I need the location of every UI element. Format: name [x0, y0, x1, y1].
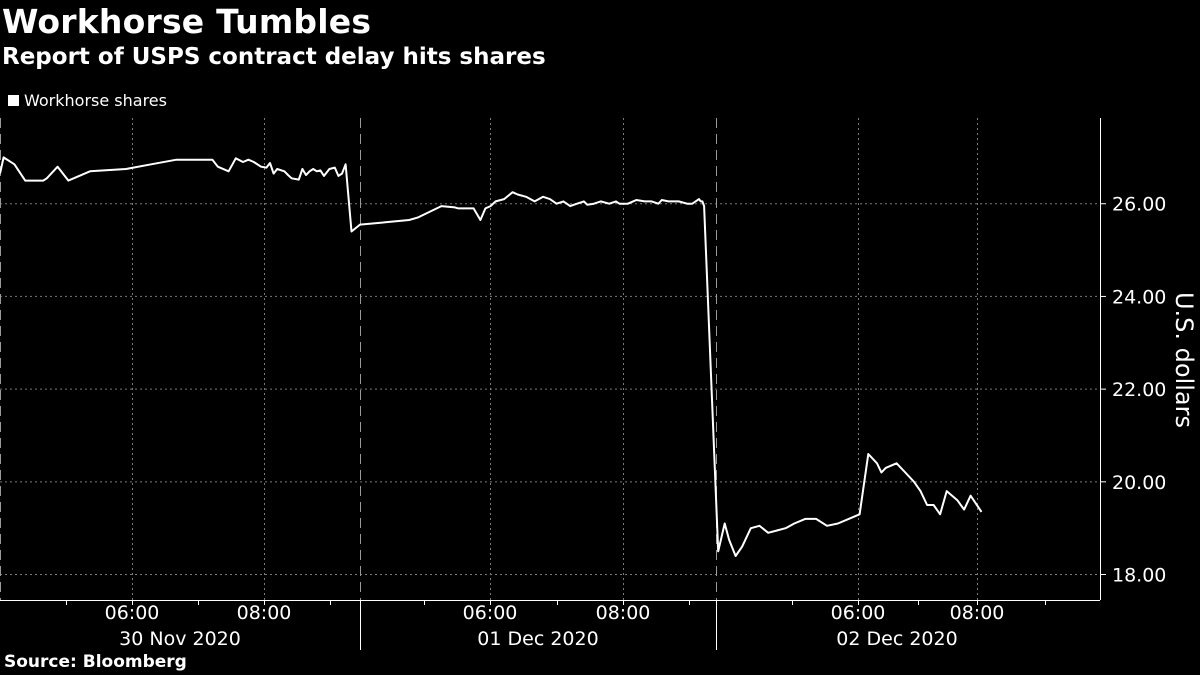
source-note: Source: Bloomberg: [4, 652, 187, 672]
y-axis-label: U.S. dollars: [1170, 292, 1198, 428]
series-line-workhorse: [0, 156, 983, 557]
chart-subtitle: Report of USPS contract delay hits share…: [2, 44, 546, 70]
y-tick-label: 26.00: [1112, 194, 1166, 216]
y-tick-label: 22.00: [1112, 379, 1166, 401]
x-day-label: 01 Dec 2020: [477, 628, 598, 650]
x-tick-label: 06:00: [463, 602, 518, 624]
chart-title: Workhorse Tumbles: [2, 2, 372, 41]
x-day-label: 02 Dec 2020: [836, 628, 957, 650]
legend-swatch: [8, 95, 19, 106]
y-tick-labels: 18.00 20.00 22.00 24.00 26.00: [1112, 194, 1166, 587]
x-tick-label: 08:00: [596, 602, 651, 624]
x-tick-label: 08:00: [950, 602, 1005, 624]
series: [0, 156, 983, 557]
legend-label: Workhorse shares: [24, 91, 167, 110]
grid-lines: [0, 118, 1100, 600]
axes: [0, 118, 1106, 650]
y-tick-label: 24.00: [1112, 286, 1166, 308]
x-tick-label: 06:00: [831, 602, 886, 624]
y-tick-label: 20.00: [1112, 472, 1166, 494]
y-tick-label: 18.00: [1112, 565, 1166, 587]
x-tick-label: 08:00: [237, 602, 292, 624]
x-day-label: 30 Nov 2020: [119, 628, 241, 650]
x-tick-labels: 06:00 08:00 30 Nov 2020 06:00 08:00 01 Dec 20…: [105, 602, 1005, 650]
legend: Workhorse shares: [8, 91, 167, 110]
x-tick-label: 06:00: [105, 602, 160, 624]
